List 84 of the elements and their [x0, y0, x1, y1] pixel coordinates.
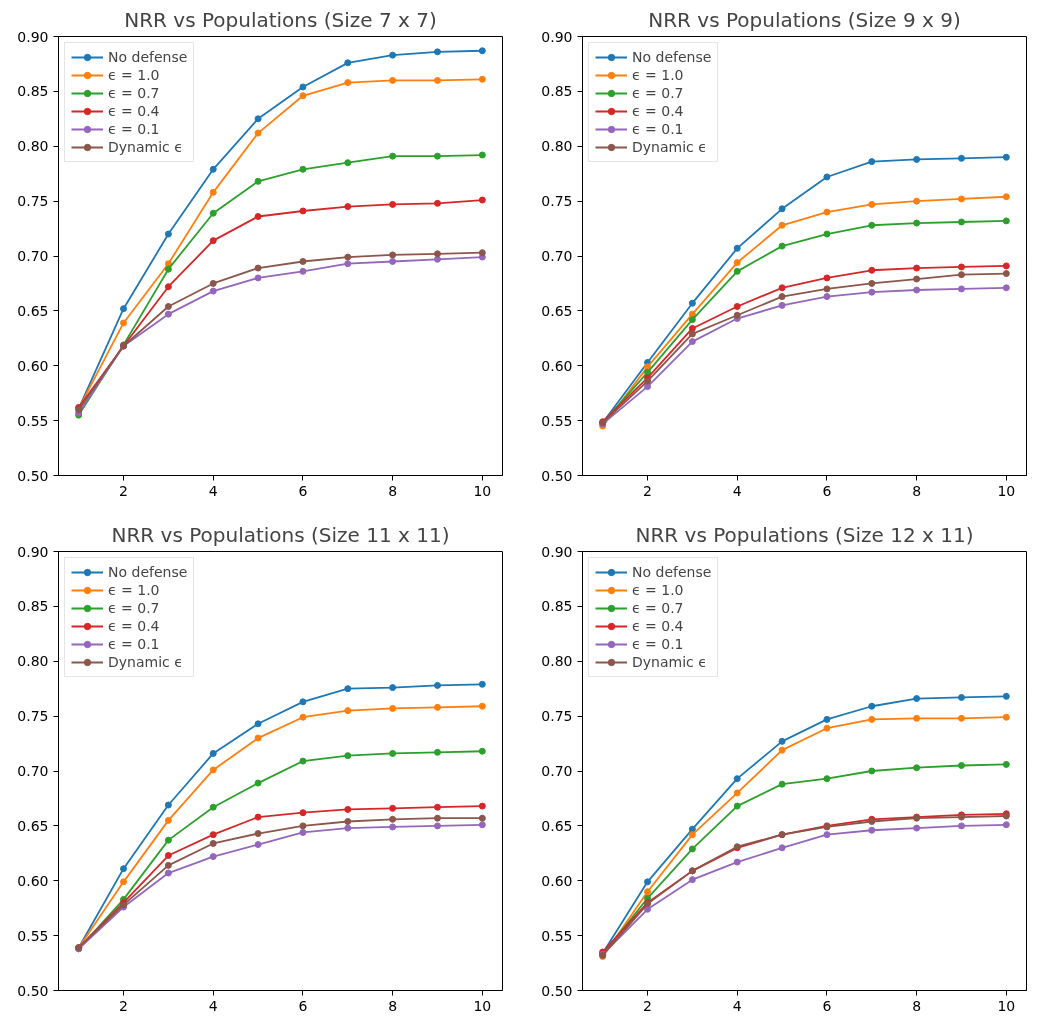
legend-label: ϵ = 0.7: [108, 600, 160, 616]
y-tick-label: 0.70: [541, 248, 573, 264]
y-tick-label: 0.75: [17, 193, 49, 210]
y-tick-label: 0.65: [17, 817, 49, 834]
legend-label: Dynamic ϵ: [108, 139, 183, 155]
y-tick-label: 0.70: [541, 763, 573, 779]
y-tick-label: 0.80: [17, 653, 49, 670]
legend-label: ϵ = 1.0: [108, 582, 160, 598]
y-tick-label: 0.50: [541, 982, 573, 999]
legend-label: No defense: [632, 564, 712, 580]
x-tick-label: 4: [208, 997, 218, 1014]
x-tick-label: 2: [119, 482, 128, 499]
y-tick-label: 0.85: [17, 83, 49, 100]
x-tick-label: 10: [997, 482, 1016, 499]
legend-label: ϵ = 0.4: [108, 618, 160, 634]
y-tick-label: 0.50: [17, 982, 49, 999]
y-tick-label: 0.75: [17, 708, 49, 725]
y-tick-label: 0.70: [17, 248, 49, 264]
y-tick-label: 0.55: [17, 412, 49, 429]
y-tick-label: 0.60: [17, 872, 49, 889]
y-tick-label: 0.50: [17, 467, 49, 484]
legend-label: ϵ = 0.7: [632, 85, 684, 101]
chart-title: NRR vs Populations (Size 11 x 11): [111, 522, 450, 547]
legend-label: ϵ = 1.0: [632, 67, 684, 83]
y-tick-label: 0.80: [541, 138, 573, 155]
x-tick-label: 8: [388, 482, 398, 499]
legend-label: ϵ = 0.4: [108, 103, 160, 119]
x-tick-label: 6: [298, 997, 308, 1014]
y-tick-label: 0.80: [541, 653, 573, 670]
y-tick-label: 0.55: [541, 412, 573, 429]
y-tick-label: 0.55: [17, 927, 49, 944]
chart-title: NRR vs Populations (Size 7 x 7): [124, 7, 437, 32]
y-tick-label: 0.75: [541, 708, 573, 725]
x-tick-label: 2: [643, 482, 652, 499]
x-tick-label: 10: [473, 482, 492, 499]
legend-label: ϵ = 1.0: [632, 582, 684, 598]
chart-title: NRR vs Populations (Size 12 x 11): [635, 522, 974, 547]
y-tick-label: 0.85: [541, 83, 573, 100]
y-tick-label: 0.90: [17, 28, 49, 45]
x-tick-label: 6: [822, 482, 832, 499]
x-tick-label: 8: [912, 997, 922, 1014]
legend-label: Dynamic ϵ: [632, 654, 707, 670]
legend-label: ϵ = 1.0: [108, 67, 160, 83]
x-tick-label: 10: [997, 997, 1016, 1014]
y-tick-label: 0.80: [17, 138, 49, 155]
y-tick-label: 0.65: [541, 817, 573, 834]
y-tick-label: 0.75: [541, 193, 573, 210]
x-tick-label: 4: [732, 997, 742, 1014]
legend-label: Dynamic ϵ: [632, 139, 707, 155]
y-tick-label: 0.90: [17, 543, 49, 560]
y-tick-label: 0.85: [541, 598, 573, 615]
legend-label: No defense: [632, 49, 712, 65]
legend-label: No defense: [108, 564, 188, 580]
legend-label: ϵ = 0.7: [108, 85, 160, 101]
y-tick-label: 0.60: [541, 357, 573, 374]
x-tick-label: 4: [732, 482, 742, 499]
legend-label: ϵ = 0.4: [632, 103, 684, 119]
y-tick-label: 0.50: [541, 467, 573, 484]
y-tick-label: 0.85: [17, 598, 49, 615]
y-tick-label: 0.65: [541, 302, 573, 319]
x-tick-label: 2: [119, 997, 128, 1014]
legend-label: ϵ = 0.4: [632, 618, 684, 634]
legend-label: ϵ = 0.1: [632, 121, 684, 137]
y-tick-label: 0.60: [17, 357, 49, 374]
y-tick-label: 0.60: [541, 872, 573, 889]
legend-label: ϵ = 0.1: [632, 636, 684, 652]
legend-label: No defense: [108, 49, 188, 65]
legend-label: ϵ = 0.1: [108, 636, 160, 652]
y-tick-label: 0.90: [541, 543, 573, 560]
legend-label: ϵ = 0.1: [108, 121, 160, 137]
chart-title: NRR vs Populations (Size 9 x 9): [648, 7, 961, 32]
y-tick-label: 0.70: [17, 763, 49, 779]
legend-label: ϵ = 0.7: [632, 600, 684, 616]
x-tick-label: 10: [473, 997, 492, 1014]
legend-label: Dynamic ϵ: [108, 654, 183, 670]
x-tick-label: 6: [822, 997, 832, 1014]
x-tick-label: 2: [643, 997, 652, 1014]
x-tick-label: 4: [208, 482, 218, 499]
x-tick-label: 6: [298, 482, 308, 499]
x-tick-label: 8: [388, 997, 398, 1014]
y-tick-label: 0.90: [541, 28, 573, 45]
y-tick-label: 0.65: [17, 302, 49, 319]
x-tick-label: 8: [912, 482, 922, 499]
y-tick-label: 0.55: [541, 927, 573, 944]
